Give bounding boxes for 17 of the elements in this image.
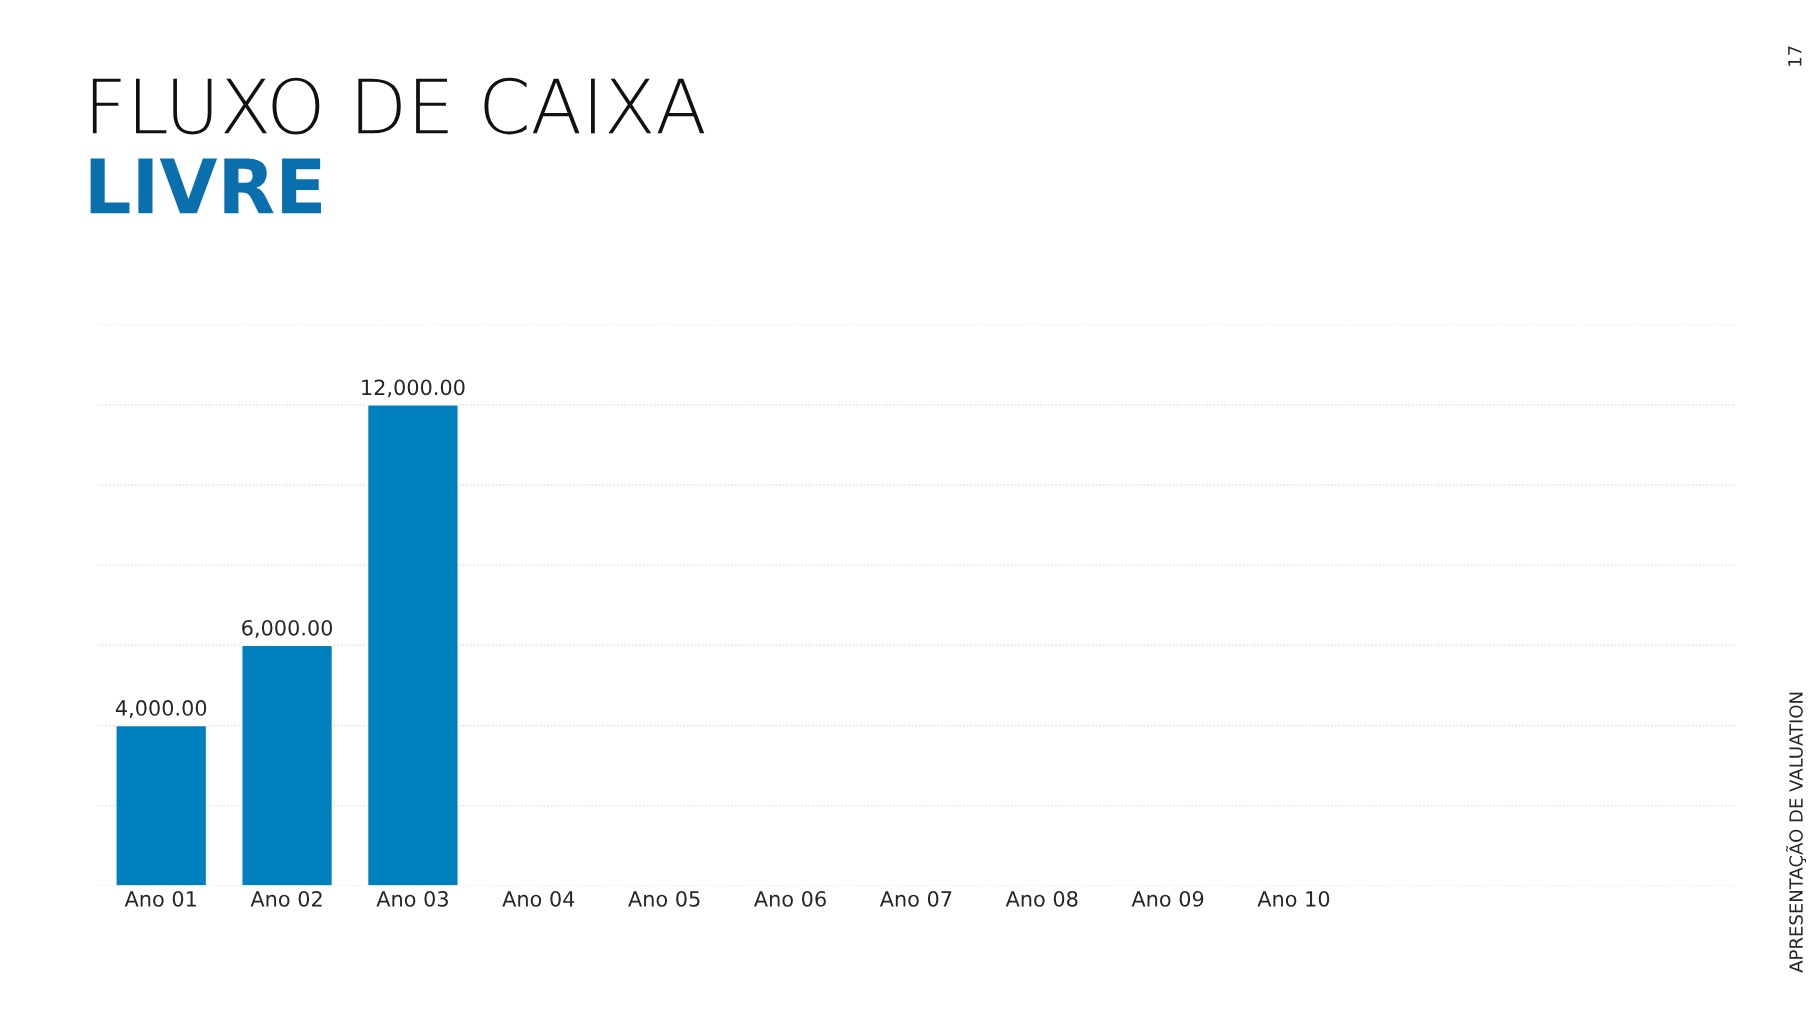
text: 17 <box>1788 46 1802 66</box>
x-tick-label: Ano 03 <box>376 890 448 907</box>
x-tick-label: Ano 10 <box>1257 890 1330 907</box>
chart-title: FLUXO DE CAIXA <box>92 77 705 135</box>
data-label: 4,000.00 <box>115 700 207 718</box>
x-tick-label: Ano 06 <box>754 890 826 907</box>
data-label: 12,000.00 <box>362 379 465 398</box>
x-tick-label: Ano 01 <box>124 890 196 907</box>
x-tick-label: Ano 07 <box>879 890 952 907</box>
x-tick-label: Ano 09 <box>1131 890 1204 907</box>
x-tick-label: Ano 02 <box>250 890 322 907</box>
text: APRESENTAÇÃO DE VALUATION <box>1786 692 1807 973</box>
x-tick-label: Ano 08 <box>1005 890 1078 907</box>
chart-subtitle: LIVRE <box>90 158 321 214</box>
x-tick-label: Ano 04 <box>502 890 575 907</box>
x-tick-label: Ano 05 <box>628 890 700 907</box>
data-label: 6,000.00 <box>242 619 333 638</box>
